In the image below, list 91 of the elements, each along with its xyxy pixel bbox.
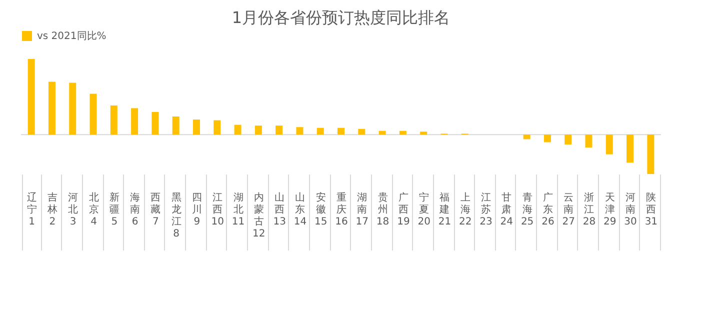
x-tick-label: 山西 [274, 192, 285, 216]
bar [172, 116, 180, 135]
text: 26 [542, 216, 554, 228]
text: 6 [132, 216, 138, 228]
x-tick-label: 广东 [542, 192, 553, 216]
text: 5 [111, 216, 118, 228]
x-tick-label: 贵州 [378, 192, 388, 216]
text: 9 [194, 216, 200, 228]
x-tick-label: 海南 [130, 192, 140, 216]
x-tick-label: 云南 [564, 192, 574, 216]
text: 2 [49, 216, 56, 228]
bar [585, 134, 592, 148]
text: 18 [376, 216, 390, 228]
x-tick-label: 内蒙古 [254, 192, 264, 228]
text: 13 [273, 216, 286, 228]
x-tick-label: 宁夏 [419, 192, 430, 216]
x-tick-label: 甘肃 [502, 192, 512, 216]
text: 8 [173, 228, 180, 240]
text: 14 [294, 216, 307, 228]
bar [110, 105, 118, 135]
x-tick-label: 吉林 [46, 192, 58, 216]
text: 29 [604, 216, 616, 228]
x-tick-label: 天津 [604, 192, 615, 216]
text: 27 [562, 216, 575, 228]
x-tick-label: 湖南 [357, 192, 368, 216]
text: 21 [438, 216, 452, 228]
x-tick-label: 安徽 [316, 192, 326, 216]
text: 7 [152, 216, 159, 228]
text: 20 [418, 216, 430, 228]
bar [28, 59, 35, 135]
x-tick-label: 重庆 [336, 192, 346, 216]
bar [131, 108, 138, 135]
x-tick-label: 青海 [522, 192, 532, 216]
x-tick-label: 广西 [398, 192, 408, 216]
x-tick-label: 河北 [68, 192, 78, 216]
bar [544, 134, 551, 142]
bar [90, 94, 97, 135]
x-tick-label: 河南 [626, 192, 636, 216]
x-tick-label: 新疆 [109, 192, 120, 216]
bar [296, 127, 304, 135]
text: 4 [90, 216, 97, 228]
text: 25 [520, 216, 534, 228]
text: 3 [70, 216, 76, 228]
text: 1 [28, 216, 36, 228]
text: 12 [252, 228, 266, 240]
x-tick-label: 山东 [295, 192, 306, 216]
text: 11 [232, 216, 245, 228]
text: 15 [314, 216, 328, 228]
bar [152, 112, 159, 135]
bar [606, 134, 613, 154]
x-tick-label: 四川 [192, 192, 202, 216]
bar [276, 126, 283, 135]
x-tick-label: 北京 [88, 192, 99, 216]
x-tick-label: 浙江 [584, 192, 594, 216]
bar [420, 132, 428, 135]
bar [564, 134, 572, 144]
x-tick-label: 福建 [438, 192, 450, 216]
bar [399, 130, 406, 135]
text: 19 [397, 216, 410, 228]
x-tick-label: 湖北 [233, 192, 244, 216]
legend-label: vs 2021同比% [37, 30, 106, 42]
bar [378, 130, 386, 135]
text: 22 [459, 216, 472, 228]
x-tick-label: 江西 [212, 192, 223, 216]
x-tick-label: 陕西 [646, 192, 656, 216]
bar [69, 82, 76, 135]
bar [523, 134, 530, 140]
x-tick-label: 黑龙江 [171, 192, 182, 228]
text: 17 [356, 216, 369, 228]
bar [626, 134, 634, 163]
text: 16 [335, 216, 348, 228]
text: 24 [500, 216, 514, 228]
text: 30 [624, 216, 637, 228]
x-tick-label: 上海 [460, 192, 470, 216]
bar [647, 134, 654, 174]
text: 28 [582, 216, 596, 228]
text: 10 [211, 216, 224, 228]
chart-title: 1月份各省份预订热度同比排名 [232, 8, 450, 27]
text: 23 [480, 216, 492, 228]
bar [316, 128, 324, 135]
text: 31 [644, 216, 658, 228]
x-tick-label: 江苏 [481, 192, 492, 216]
bar [48, 82, 56, 135]
bar [192, 120, 200, 135]
bar [254, 126, 262, 135]
x-tick-label: 辽宁 [26, 192, 37, 216]
x-tick-label: 西藏 [150, 192, 161, 216]
bar [214, 120, 221, 135]
bar [338, 128, 344, 135]
bar [358, 128, 366, 135]
bar [234, 124, 242, 135]
